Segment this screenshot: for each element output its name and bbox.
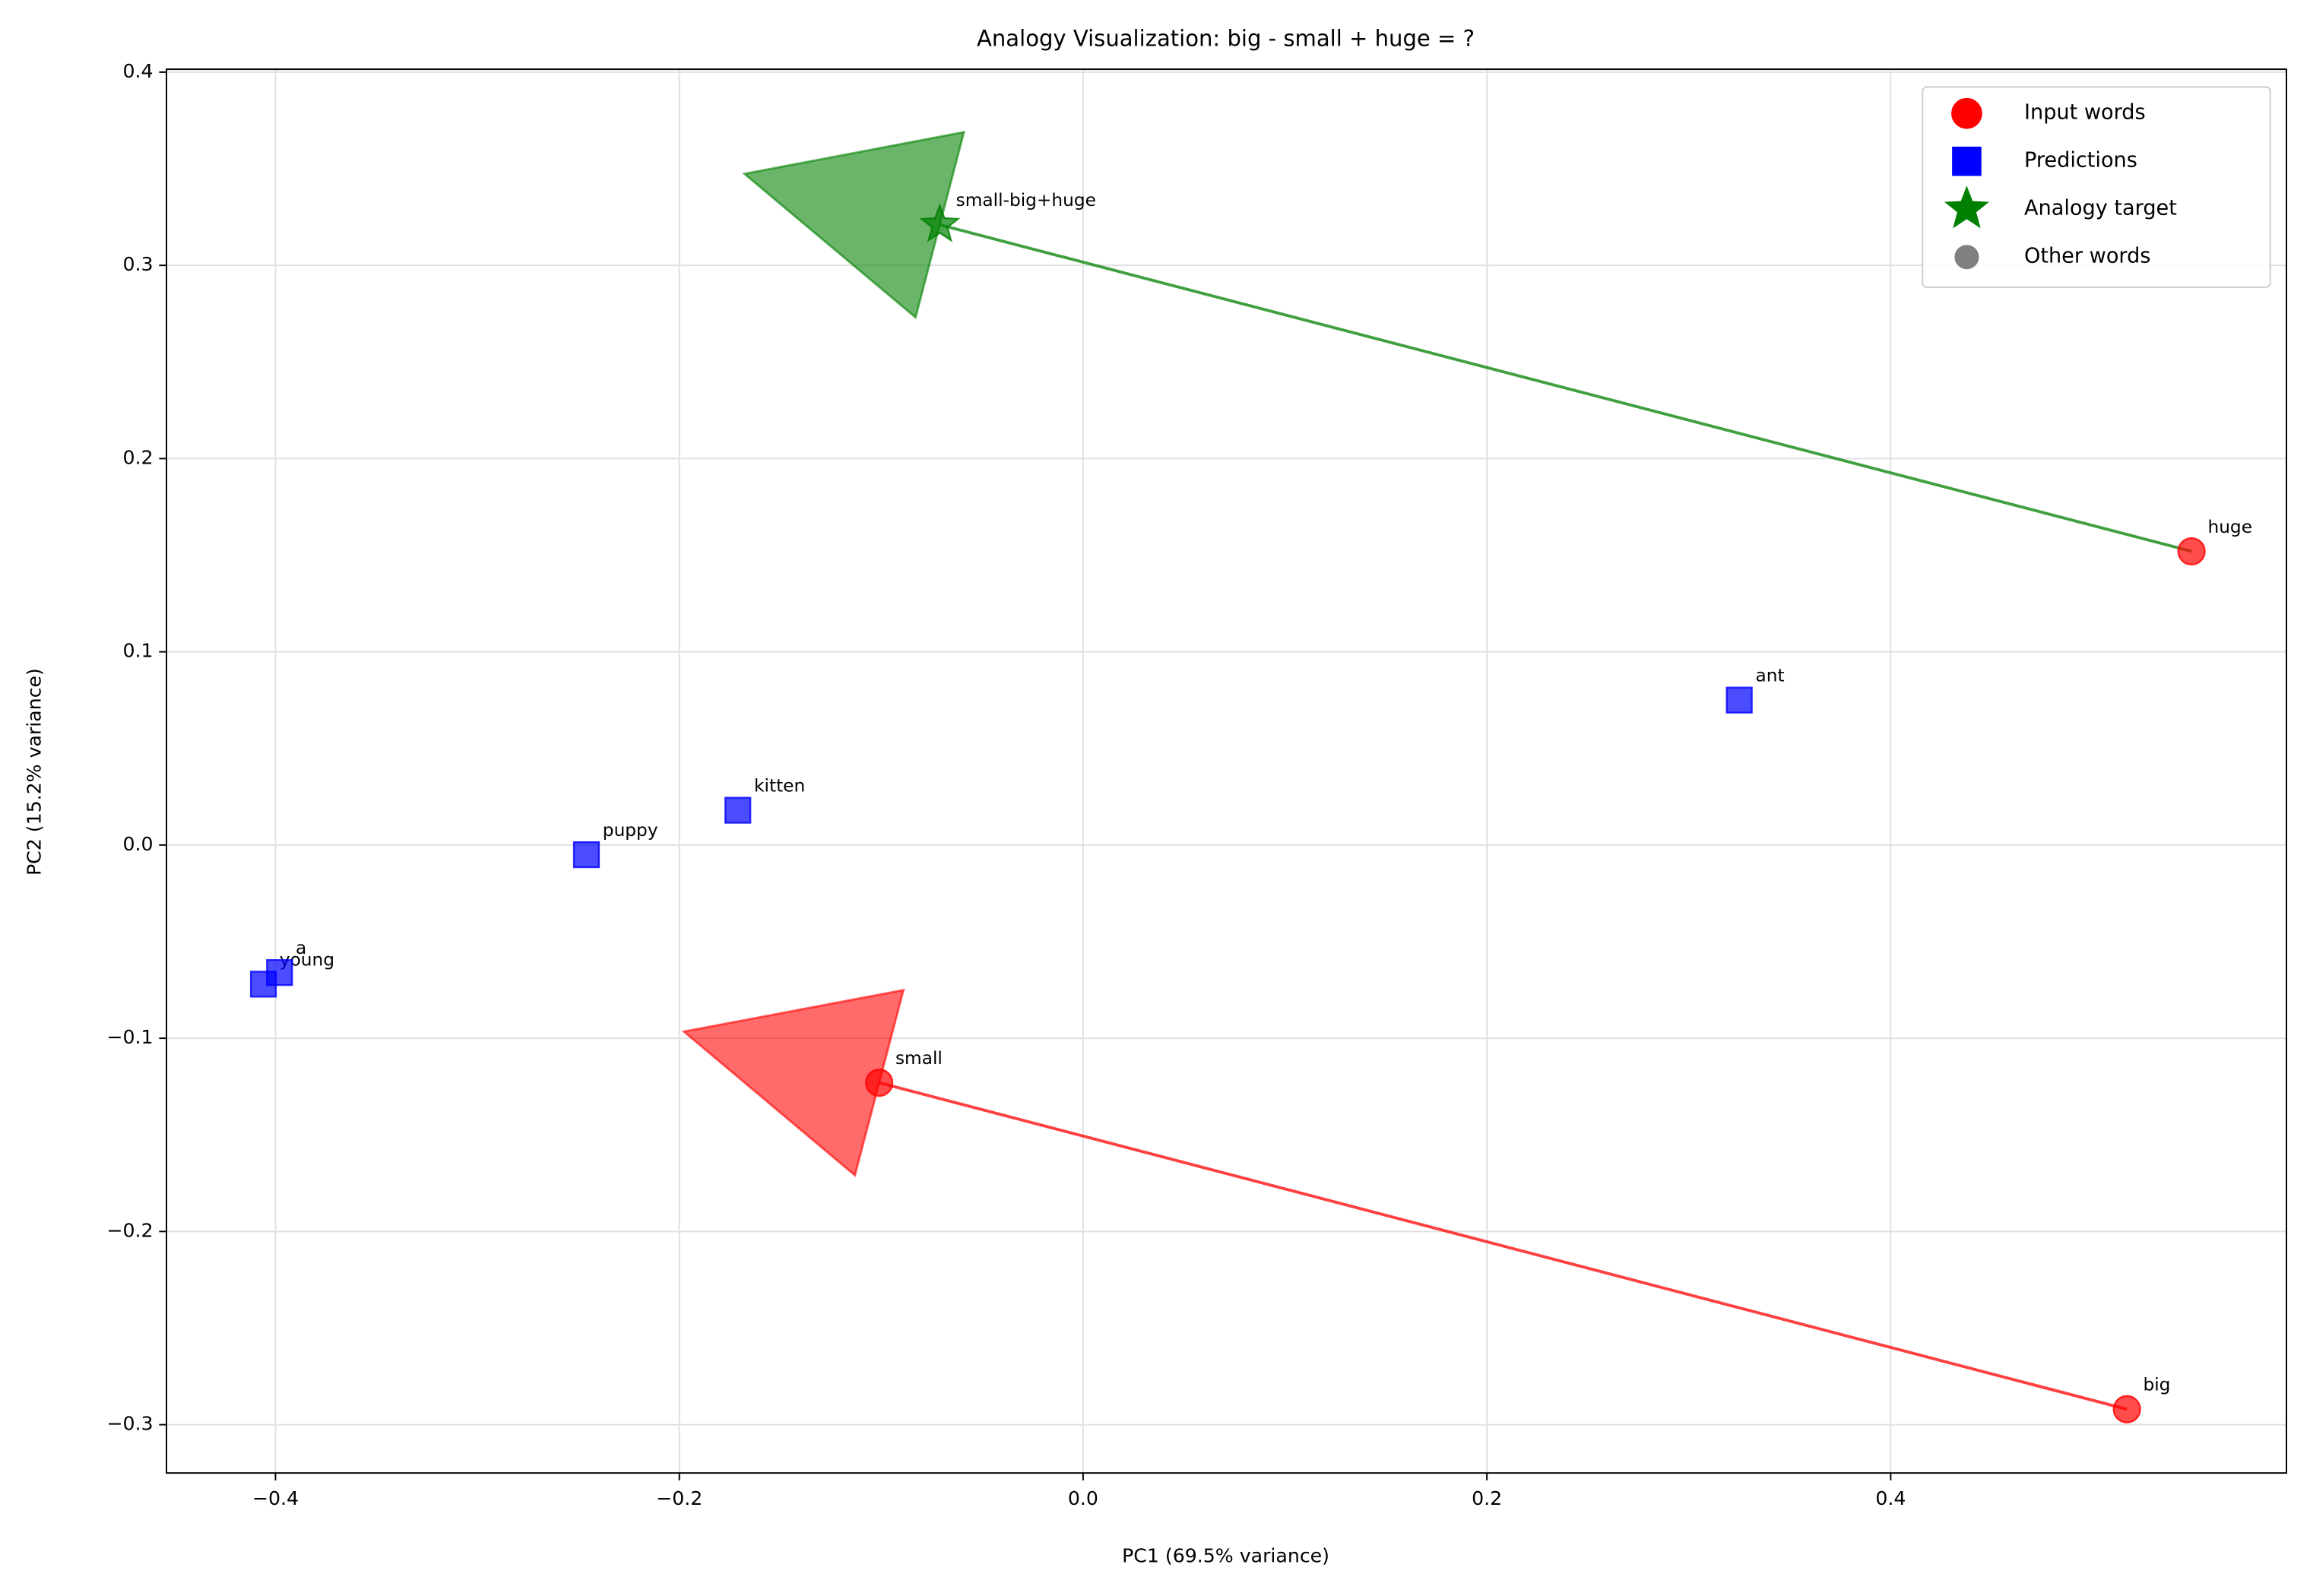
point-label: puppy: [603, 820, 658, 841]
y-tick-label: 0.4: [123, 60, 154, 82]
legend-label: Other words: [2024, 245, 2150, 268]
y-tick-label: 0.2: [123, 446, 154, 468]
point: [1725, 686, 1753, 714]
y-tick-label: 0.1: [123, 640, 154, 662]
x-tick-label: −0.4: [252, 1487, 299, 1509]
legend-marker: [1952, 146, 1982, 176]
legend-label: Analogy target: [2024, 197, 2177, 220]
plot-frame: [166, 68, 2287, 1474]
x-axis-label: PC1 (69.5% variance): [1122, 1545, 1329, 1567]
y-tick-label: −0.3: [106, 1413, 153, 1435]
x-tick-label: 0.2: [1472, 1487, 1502, 1509]
arrow-shaft: [939, 223, 2192, 553]
x-tick-label: −0.2: [656, 1487, 702, 1509]
legend-marker: [1951, 97, 1982, 129]
arrow-shaft: [879, 1081, 2128, 1411]
y-tick-label: 0.3: [123, 253, 154, 275]
point-label: ant: [1755, 666, 1784, 686]
point: [572, 841, 600, 869]
y-tick-label: 0.0: [123, 833, 154, 855]
y-tick-label: −0.2: [106, 1219, 153, 1241]
chart-title: Analogy Visualization: big - small + hug…: [977, 25, 1475, 51]
point-label: big: [2143, 1375, 2170, 1395]
point: [266, 959, 293, 986]
point-label: a: [296, 938, 306, 958]
legend-label: Predictions: [2024, 149, 2137, 173]
point-label: kitten: [754, 776, 805, 796]
y-tick-label: −0.1: [106, 1026, 153, 1048]
point: [2177, 537, 2206, 566]
point: [724, 796, 752, 824]
legend-marker: [1944, 185, 1989, 229]
legend: [1922, 86, 2271, 288]
point: [919, 203, 961, 242]
x-tick-label: 0.4: [1875, 1487, 1906, 1509]
y-axis-label: PC2 (15.2% variance): [24, 668, 46, 876]
legend-label: Input words: [2024, 101, 2146, 125]
point: [2112, 1395, 2141, 1423]
point-label: huge: [2207, 517, 2252, 537]
point-label: small-big+huge: [956, 190, 1096, 211]
x-tick-label: 0.0: [1068, 1487, 1098, 1509]
legend-marker: [1954, 245, 1979, 270]
legend-frame: [1922, 86, 2271, 288]
point: [865, 1068, 894, 1097]
point-label: small: [895, 1048, 943, 1069]
